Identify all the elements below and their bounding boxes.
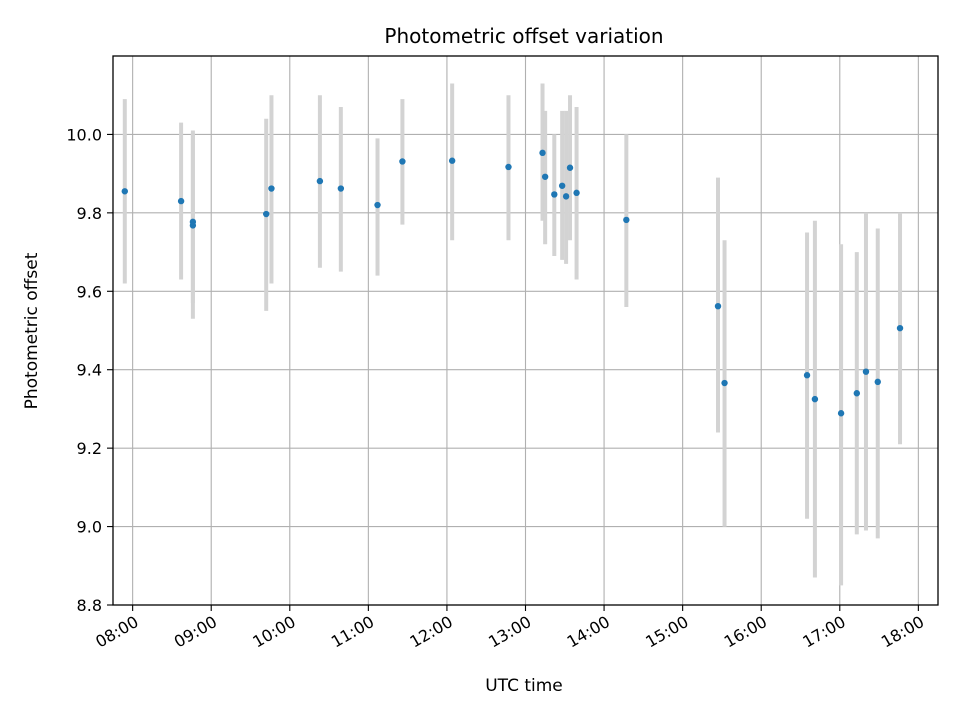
data-points xyxy=(121,149,904,417)
y-axis-ticks: 8.8 9.0 9.2 9.4 9.6 9.8 10.0 xyxy=(66,125,113,615)
x-axis-ticks: 08:00 09:00 10:00 11:00 12:00 13:00 14:00 15:00… xyxy=(92,605,927,652)
data-point xyxy=(896,324,904,332)
data-point xyxy=(189,222,197,229)
y-tick-label: 9.2 xyxy=(77,439,102,458)
data-point xyxy=(399,158,406,165)
x-tick-label: 15:00 xyxy=(642,612,691,652)
y-tick-label: 9.4 xyxy=(77,361,102,380)
data-point xyxy=(541,173,549,180)
data-point xyxy=(337,185,345,192)
data-point xyxy=(853,390,861,397)
data-point xyxy=(874,378,881,386)
data-point xyxy=(316,177,324,185)
x-tick-label: 12:00 xyxy=(406,612,455,652)
x-axis-title: UTC time xyxy=(485,676,563,696)
y-tick-label: 8.8 xyxy=(77,596,102,615)
error-bars xyxy=(122,83,903,586)
y-tick-label: 9.0 xyxy=(77,518,102,537)
data-point xyxy=(837,410,845,417)
data-point xyxy=(811,395,819,403)
data-point xyxy=(721,379,728,387)
data-point xyxy=(803,372,811,379)
x-tick-label: 11:00 xyxy=(328,612,377,652)
data-point xyxy=(177,197,185,205)
x-tick-label: 08:00 xyxy=(92,612,141,652)
y-tick-label: 10.0 xyxy=(66,125,102,144)
data-point xyxy=(539,149,546,157)
x-tick-label: 18:00 xyxy=(878,612,927,652)
y-tick-label: 9.6 xyxy=(77,282,102,301)
chart-title: Photometric offset variation xyxy=(384,24,663,48)
data-point xyxy=(448,157,456,164)
data-point xyxy=(573,189,580,197)
x-tick-label: 14:00 xyxy=(564,612,613,652)
data-point xyxy=(714,302,722,310)
data-point xyxy=(263,210,270,218)
y-tick-label: 9.8 xyxy=(77,204,102,223)
x-tick-label: 16:00 xyxy=(721,612,770,652)
data-point xyxy=(862,368,870,375)
data-point xyxy=(623,216,630,224)
data-point xyxy=(374,201,381,209)
data-point xyxy=(558,182,566,189)
data-point xyxy=(566,164,574,171)
y-axis-title: Photometric offset xyxy=(22,252,42,409)
x-tick-label: 17:00 xyxy=(799,612,848,652)
x-tick-label: 09:00 xyxy=(171,612,220,652)
x-tick-label: 10:00 xyxy=(249,612,298,652)
x-tick-label: 13:00 xyxy=(485,612,534,652)
data-point xyxy=(505,163,512,171)
data-point xyxy=(121,188,128,195)
data-point xyxy=(551,191,558,198)
data-point xyxy=(562,193,570,200)
data-point xyxy=(268,185,275,192)
